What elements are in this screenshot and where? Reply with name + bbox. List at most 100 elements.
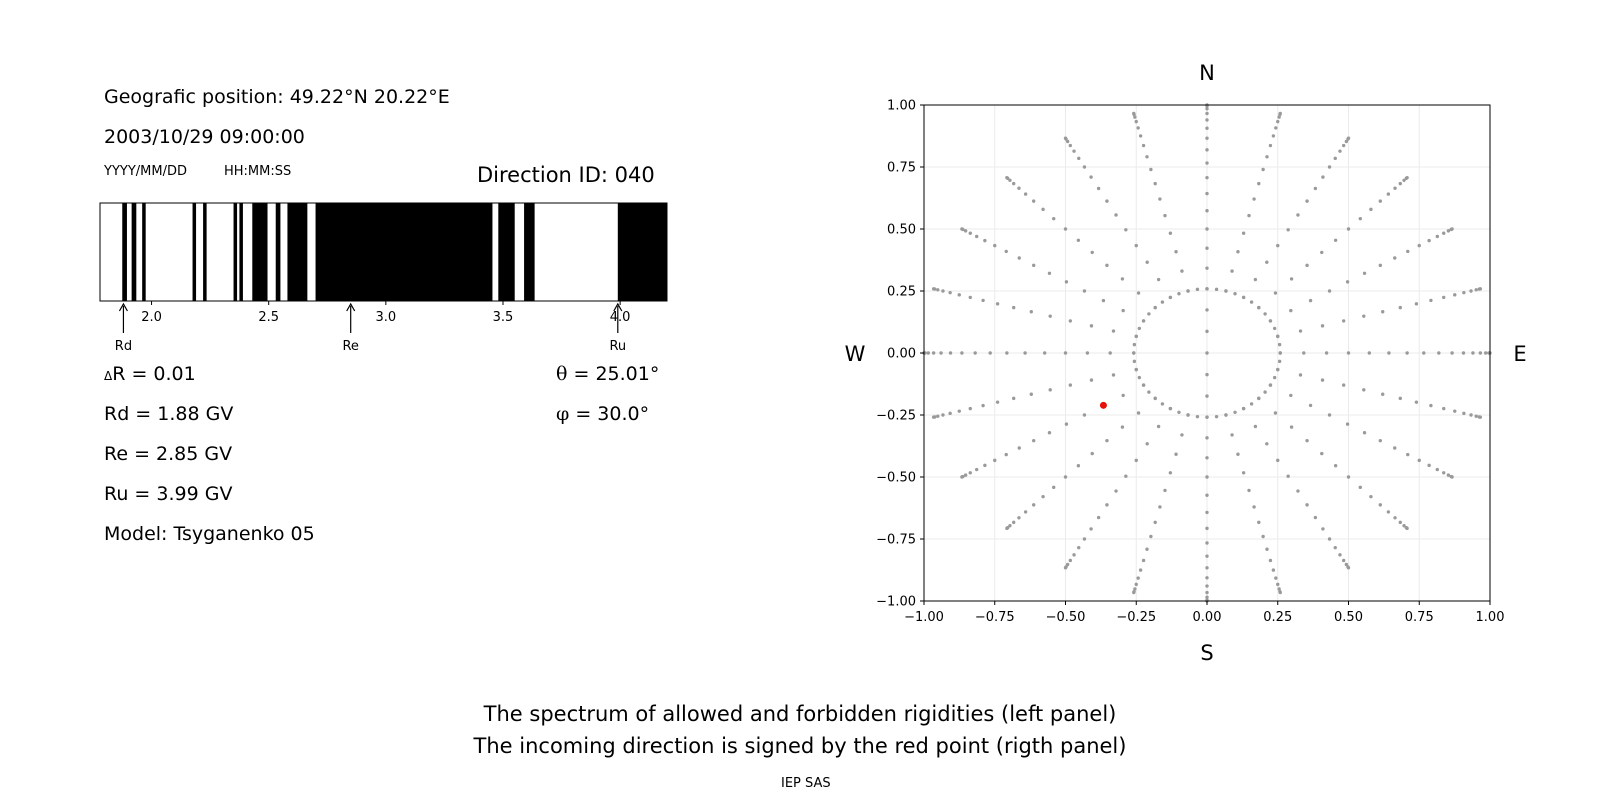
- grid-point: [1031, 438, 1036, 443]
- forbidden-band: [239, 203, 243, 301]
- grid-point: [1321, 175, 1325, 179]
- inner-ring-point: [1276, 367, 1280, 372]
- inner-ring-point: [1214, 414, 1219, 419]
- grid-point: [1205, 161, 1209, 165]
- marker-label-rd: Rd: [115, 339, 132, 354]
- inner-ring-point: [1195, 287, 1200, 292]
- grid-point: [1442, 471, 1446, 475]
- grid-point: [1367, 351, 1372, 355]
- inner-ring-point: [1141, 383, 1146, 387]
- y-tick-label: 0.00: [887, 347, 916, 362]
- delta-symbol: Δ: [104, 369, 113, 383]
- grid-point: [1205, 118, 1209, 122]
- grid-point: [1017, 186, 1021, 190]
- grid-point: [1149, 534, 1153, 539]
- grid-point: [1437, 351, 1441, 355]
- inner-ring-point: [1168, 295, 1173, 300]
- grid-point: [1265, 155, 1269, 159]
- incoming-direction-point: [1099, 401, 1107, 409]
- grid-point: [1427, 463, 1431, 468]
- inner-ring-point: [1272, 375, 1277, 380]
- grid-point: [1168, 471, 1173, 475]
- grid-point: [1064, 280, 1069, 284]
- inner-ring-point: [1268, 383, 1273, 387]
- inner-ring-point: [1249, 300, 1254, 304]
- grid-point: [1398, 305, 1402, 310]
- grid-point: [1180, 269, 1184, 273]
- inner-ring-point: [1186, 413, 1190, 417]
- grid-point: [1478, 287, 1483, 291]
- rigidity-spectrum-chart: 2.0 2.5 3.0 3.5 4.0 Rd Re Ru: [99, 202, 668, 354]
- grid-point: [1462, 290, 1466, 295]
- credit: IEP SAS: [781, 776, 831, 791]
- grid-point: [1450, 351, 1454, 355]
- inner-ring-point: [1241, 406, 1246, 411]
- inner-ring-point: [1132, 351, 1136, 355]
- grid-point: [1138, 568, 1143, 572]
- grid-point: [1012, 520, 1016, 525]
- grid-point: [968, 231, 972, 235]
- grid-point: [939, 351, 943, 355]
- grid-point: [1338, 553, 1342, 557]
- theta-value: θ = 25.01°: [556, 363, 659, 385]
- grid-point: [1005, 351, 1009, 355]
- grid-point: [1268, 558, 1273, 563]
- phi-text: = 30.0°: [569, 403, 650, 425]
- grid-point: [1478, 351, 1483, 355]
- grid-point: [1320, 324, 1325, 328]
- forbidden-band: [203, 203, 207, 301]
- grid-point: [963, 473, 968, 477]
- grid-point: [1205, 266, 1209, 270]
- grid-point: [1302, 351, 1306, 355]
- caption-line-2: The incoming direction is signed by the …: [473, 734, 1127, 758]
- inner-ring-point: [1276, 334, 1280, 339]
- grid-point: [1205, 576, 1209, 580]
- grid-point: [1253, 277, 1258, 282]
- grid-point: [1253, 424, 1258, 429]
- grid-point: [1105, 503, 1109, 507]
- grid-point: [957, 409, 961, 413]
- grid-point: [1205, 209, 1209, 213]
- grid-point: [1324, 351, 1329, 355]
- grid-point: [1134, 582, 1138, 587]
- grid-point: [1265, 260, 1269, 264]
- grid-point: [1064, 422, 1069, 426]
- grid-point: [1274, 576, 1278, 580]
- grid-point: [1393, 446, 1397, 450]
- compass-west: W: [845, 342, 866, 366]
- grid-point: [1398, 520, 1402, 525]
- grid-point: [1205, 436, 1209, 440]
- grid-point: [1305, 438, 1309, 443]
- grid-point: [1435, 234, 1440, 239]
- forbidden-band: [192, 203, 197, 301]
- marker-label-ru: Ru: [609, 339, 626, 354]
- grid-point: [968, 295, 972, 300]
- grid-point: [1442, 406, 1446, 411]
- grid-point: [1230, 269, 1234, 273]
- grid-point: [974, 467, 979, 472]
- grid-point: [1096, 515, 1101, 520]
- grid-point: [1344, 562, 1349, 567]
- grid-point: [1048, 314, 1052, 318]
- grid-point: [1362, 431, 1367, 435]
- grid-point: [1378, 503, 1383, 507]
- grid-point: [1230, 433, 1234, 437]
- grid-point: [1205, 308, 1209, 312]
- marker-arrowhead: [118, 302, 128, 312]
- inner-ring-point: [1205, 287, 1209, 291]
- grid-point: [1205, 566, 1209, 570]
- forbidden-band: [131, 203, 137, 301]
- grid-point: [1341, 558, 1346, 563]
- grid-point: [941, 413, 945, 417]
- grid-point: [1090, 250, 1094, 255]
- grid-point: [1474, 288, 1478, 292]
- grid-point: [1108, 351, 1112, 355]
- inner-ring-point: [1263, 312, 1267, 316]
- grid-point: [1273, 411, 1278, 415]
- inner-ring-point: [1160, 402, 1165, 406]
- grid-point: [1261, 167, 1265, 172]
- grid-point: [1077, 156, 1081, 161]
- grid-point: [1333, 238, 1338, 242]
- grid-point: [981, 403, 985, 408]
- grid-point: [1168, 231, 1173, 235]
